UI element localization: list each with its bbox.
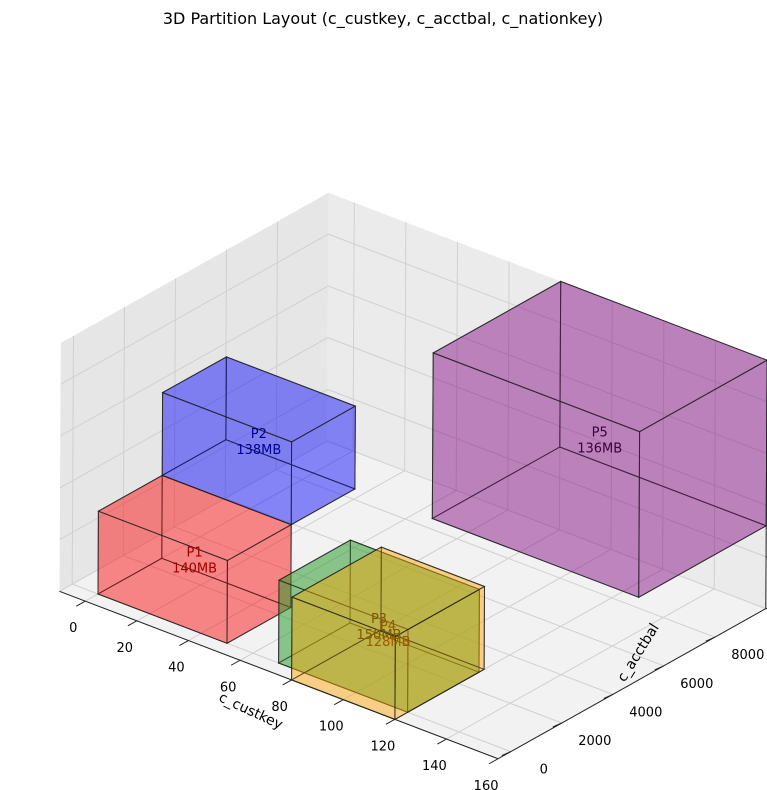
box-face [161, 356, 357, 443]
z-gridline [59, 388, 767, 558]
x-tick-label: 100 [319, 720, 344, 735]
partition-box-p5 [431, 280, 767, 599]
x-tick-mark [282, 679, 292, 686]
box-face [97, 474, 293, 562]
partition-size-label: 140MB [172, 561, 217, 576]
x-tick-label: 120 [370, 739, 395, 754]
x-tick-mark [76, 600, 86, 607]
box-face [432, 280, 767, 433]
y-tick-label: 8000 [731, 648, 764, 663]
x-tick-mark [488, 758, 499, 765]
partition-label: P4 [380, 619, 396, 634]
y-tick-label: 2000 [578, 734, 611, 749]
partition-size-label: 128MB [366, 635, 411, 650]
x-tick-label: 140 [422, 759, 447, 774]
x-tick-label: 40 [168, 661, 185, 676]
x-tick-label: 80 [271, 700, 288, 715]
y-tick-label: 0 [540, 763, 548, 778]
partition-size-label: 136MB [577, 441, 622, 456]
z-gridline [60, 285, 767, 454]
x-tick-label: 20 [117, 641, 134, 656]
partition-size-label: 150MB [357, 628, 402, 643]
y-axis-line [497, 608, 767, 760]
box-face [290, 546, 486, 638]
y-tick-label: 4000 [629, 705, 662, 720]
floor-pane [59, 441, 766, 759]
y-tick-label: 6000 [680, 677, 713, 692]
partition-box-p3 [277, 539, 481, 714]
back-pane [327, 192, 767, 609]
partition-label: P5 [592, 425, 608, 440]
side-pane [59, 192, 329, 592]
y-tick-mark [552, 722, 563, 728]
y-tick-mark [705, 636, 716, 642]
partition-boxes [96, 280, 767, 721]
partition-box-p1 [96, 474, 293, 645]
x-tick-mark [179, 640, 189, 646]
x-tick-mark [127, 620, 138, 627]
partition-box-p4 [290, 546, 486, 721]
x-tick-label: 160 [474, 779, 499, 790]
axis-panes [59, 192, 767, 759]
partition-label: P3 [371, 612, 387, 627]
x-tick-mark [385, 718, 396, 725]
z-gridline [59, 440, 766, 610]
x-tick-mark [437, 738, 447, 745]
chart-title: 3D Partition Layout (c_custkey, c_acctba… [163, 9, 603, 29]
y-tick-mark [501, 751, 512, 757]
partition-label: P2 [251, 427, 267, 442]
x-tick-mark [334, 699, 344, 706]
x-tick-label: 60 [220, 680, 237, 695]
partition-size-label: 138MB [236, 443, 281, 458]
z-gridline [59, 337, 767, 506]
x-tick-mark [230, 659, 241, 666]
z-gridline [60, 233, 767, 403]
y-tick-mark [603, 693, 614, 699]
y-tick-mark [654, 665, 665, 671]
partition-label: P1 [187, 545, 203, 560]
x-tick-label: 0 [69, 621, 77, 636]
x-axis-line [59, 590, 499, 760]
partition-box-p2 [161, 356, 357, 526]
